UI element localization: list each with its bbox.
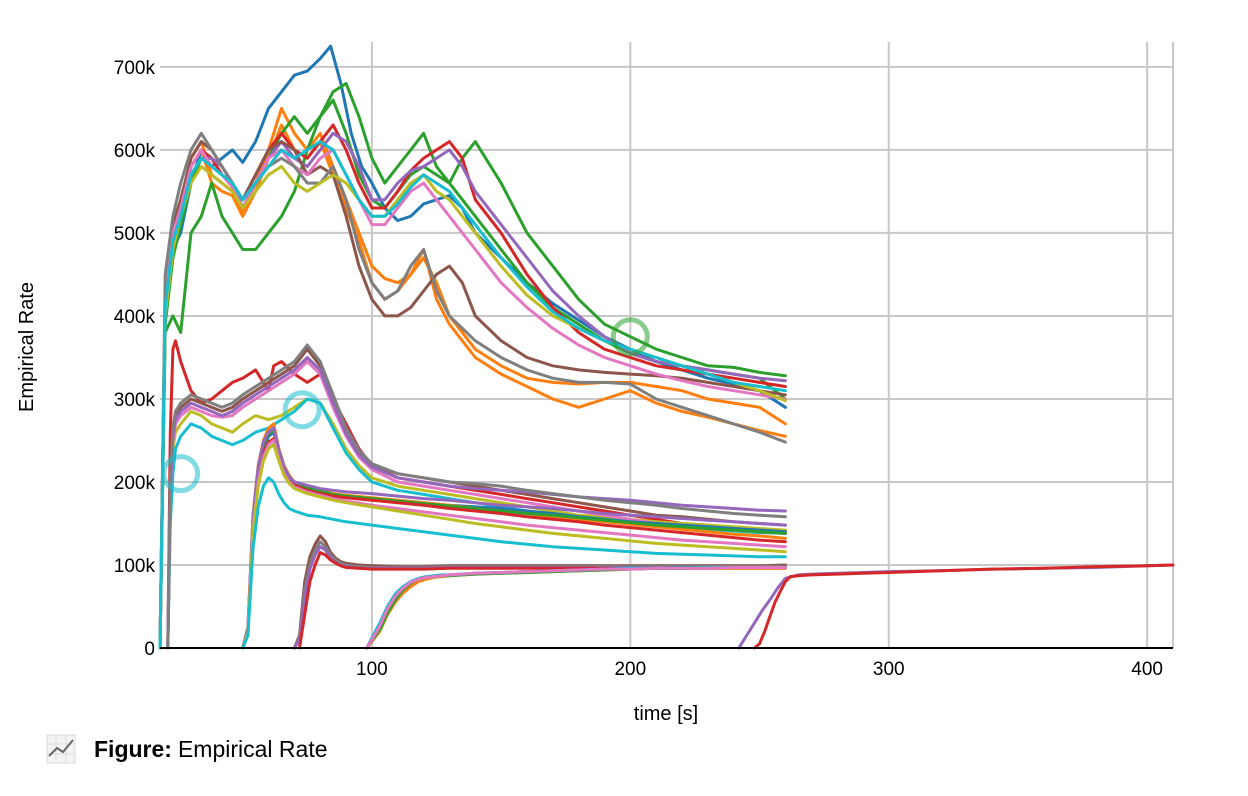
series-line bbox=[158, 165, 787, 650]
series-line bbox=[241, 476, 787, 650]
x-tick-label: 300 bbox=[873, 659, 905, 680]
y-tick-label: 0 bbox=[144, 639, 155, 660]
y-tick-label: 700k bbox=[114, 58, 156, 79]
series-line bbox=[292, 540, 787, 650]
series-line bbox=[158, 140, 787, 650]
y-tick-label: 400k bbox=[114, 307, 156, 328]
x-tick-labels: 100 200 300 400 bbox=[356, 659, 1163, 680]
y-tick-label: 500k bbox=[114, 224, 156, 245]
series-line bbox=[241, 443, 787, 650]
series-line bbox=[241, 437, 787, 650]
figure-caption: Figure: Empirical Rate bbox=[46, 732, 328, 766]
x-tick-label: 200 bbox=[614, 659, 646, 680]
y-tick-label: 600k bbox=[114, 141, 156, 162]
series-line bbox=[158, 82, 787, 650]
series-line bbox=[166, 356, 787, 650]
x-grid-lines bbox=[370, 42, 1174, 648]
highlight-marker bbox=[282, 390, 322, 430]
series-line bbox=[292, 545, 787, 650]
x-axis-label: time [s] bbox=[634, 703, 698, 725]
series-line bbox=[241, 439, 787, 650]
series-line bbox=[158, 123, 787, 650]
y-tick-label: 100k bbox=[114, 556, 156, 577]
series-line bbox=[365, 566, 787, 650]
x-tick-label: 100 bbox=[356, 659, 388, 680]
series-line bbox=[737, 563, 1175, 650]
series-line bbox=[292, 534, 787, 650]
x-tick-label: 400 bbox=[1131, 659, 1163, 680]
series-line bbox=[166, 343, 787, 650]
line-chart-icon bbox=[46, 734, 76, 764]
series-line bbox=[158, 131, 787, 650]
y-tick-label: 300k bbox=[114, 390, 156, 411]
highlight-markers bbox=[161, 317, 650, 494]
series-line bbox=[241, 426, 787, 650]
series-line bbox=[365, 566, 787, 650]
caption-prefix: Figure: bbox=[94, 735, 172, 762]
caption-title: Empirical Rate bbox=[177, 735, 328, 762]
y-tick-labels: 0 100k 200k 300k 400k 500k 600k 700k bbox=[114, 58, 156, 660]
highlight-marker bbox=[610, 317, 650, 357]
y-axis-label: Empirical Rate bbox=[16, 282, 38, 412]
series-line bbox=[752, 563, 1175, 650]
y-tick-label: 200k bbox=[114, 473, 156, 494]
series-layer bbox=[158, 44, 1175, 650]
highlight-marker bbox=[161, 454, 201, 494]
